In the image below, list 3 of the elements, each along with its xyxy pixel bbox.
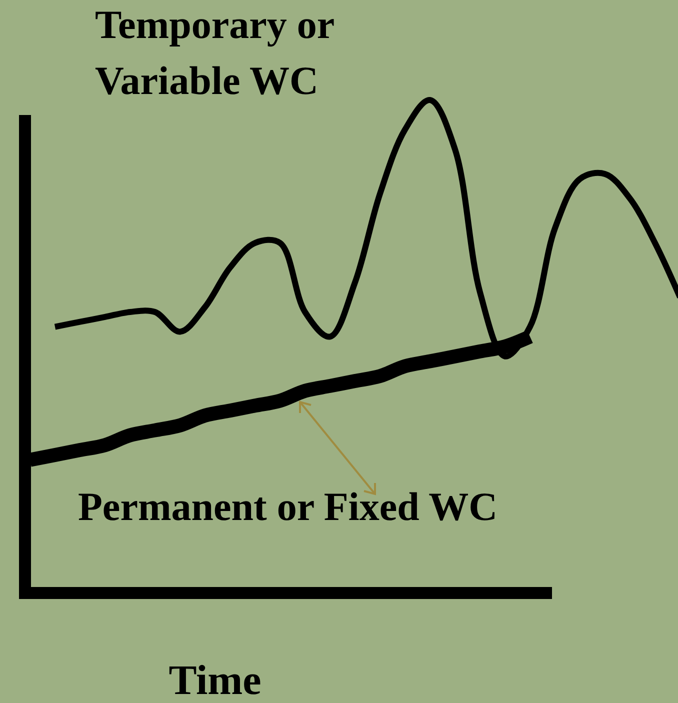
x-axis-title: Time (168, 658, 262, 703)
series-label: Permanent or Fixed WC (78, 484, 498, 529)
series-label: Temporary or Variable WC (95, 2, 335, 103)
